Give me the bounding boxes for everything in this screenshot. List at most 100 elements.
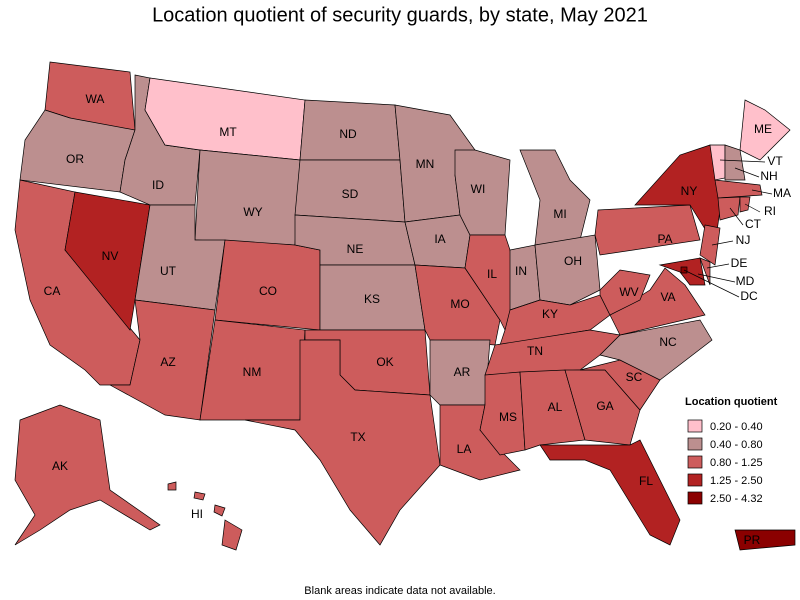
state-label: RI [764,204,776,218]
state-label: WV [619,285,638,299]
state-label: KS [364,292,380,306]
leader-line [711,240,734,246]
state-label: NE [347,242,364,256]
legend: 0.20 - 0.40 0.40 - 0.80 0.80 - 1.25 1.25 - … [687,419,763,505]
state-label: NJ [736,233,751,247]
states [14,61,796,551]
footnote: Blank areas indicate data not available. [304,585,495,597]
state-shape [167,481,177,491]
state-label: FL [639,474,653,488]
state-label: IL [487,267,497,281]
leader-line [683,269,740,298]
state-shape [109,299,216,421]
leader-line [734,167,760,178]
state-label: PR [744,533,761,547]
state-label: MA [773,186,791,200]
state-shape [699,257,711,286]
state-label: SD [342,187,359,201]
state-shape [539,439,681,546]
state-label: CO [259,284,277,298]
state-label: DE [731,256,748,270]
state-label: ME [754,122,772,136]
state-label: ID [152,178,164,192]
leader-line [719,159,766,163]
state-label: LA [457,442,472,456]
state-shape [699,224,721,266]
state-label: MT [219,125,237,139]
legend-label: 1.25 - 2.50 [710,475,763,487]
state-shape [579,359,661,411]
state-label: OR [66,152,84,166]
state-label: WI [471,182,486,196]
state-label: OK [376,355,393,369]
state-label: WA [86,92,105,106]
state-label: IA [434,232,445,246]
state-label: ND [339,127,357,141]
state-label: IN [515,264,527,278]
state-label: AK [52,459,68,473]
state-shape [599,269,651,316]
state-shape [519,369,586,451]
state-label: NC [659,335,677,349]
leader-line [697,273,736,283]
state-shape [724,144,746,181]
state-label: WY [243,205,262,219]
state-shape [221,519,243,551]
state-label: CT [745,217,762,231]
legend-title: Location quotient [685,396,778,408]
state-label: MI [553,207,566,221]
state-label: HI [191,507,203,521]
state-label: NH [760,169,777,183]
state-label: SC [626,370,643,384]
state-label: TX [350,430,365,444]
state-shape [14,404,161,546]
state-shape [734,529,796,551]
state-shape [739,196,751,213]
map-title: Location quotient of security guards, by… [152,4,648,26]
state-label: NV [102,249,119,263]
state-label: GA [596,399,613,413]
state-shape [193,491,206,501]
state-label: AR [454,365,471,379]
legend-swatch [687,419,703,433]
state-label: UT [160,264,177,278]
state-label: AZ [160,355,175,369]
legend-label: 0.40 - 0.80 [710,439,763,451]
leader-line [729,207,744,226]
state-label: DC [740,289,758,303]
legend-label: 0.20 - 0.40 [710,421,763,433]
state-shape [64,191,151,331]
state-label: VA [660,290,675,304]
state-shape [534,234,601,306]
state-label: CA [44,284,61,298]
state-label: AL [548,400,563,414]
state-label: MS [499,410,517,424]
state-label: OH [564,254,582,268]
leader-line [706,263,730,269]
legend-label: 2.50 - 4.32 [710,493,763,505]
state-label: MO [450,297,469,311]
state-label: NY [681,184,698,198]
state-label: TN [527,344,543,358]
state-shape [609,267,706,336]
legend-label: 0.80 - 1.25 [710,457,763,469]
leader-line [744,203,761,213]
legend-swatch [687,473,703,487]
state-shape [714,179,763,199]
state-shape [244,339,441,546]
state-label: KY [542,307,558,321]
state-shape [194,149,301,246]
state-label: MD [736,274,755,288]
state-label: PA [657,232,672,246]
legend-swatch [687,491,703,505]
state-label: NM [243,365,262,379]
state-shape [213,504,226,517]
leader-line [751,189,773,195]
state-shape [594,204,701,256]
legend-swatch [687,455,703,469]
state-label: VT [767,154,783,168]
state-labels: WA OR CA NV ID MT WY UT AZ CO NM ND SD NE KS OK TX MN IA MO… [44,92,791,547]
state-label: MN [416,157,435,171]
state-shape [739,99,791,161]
